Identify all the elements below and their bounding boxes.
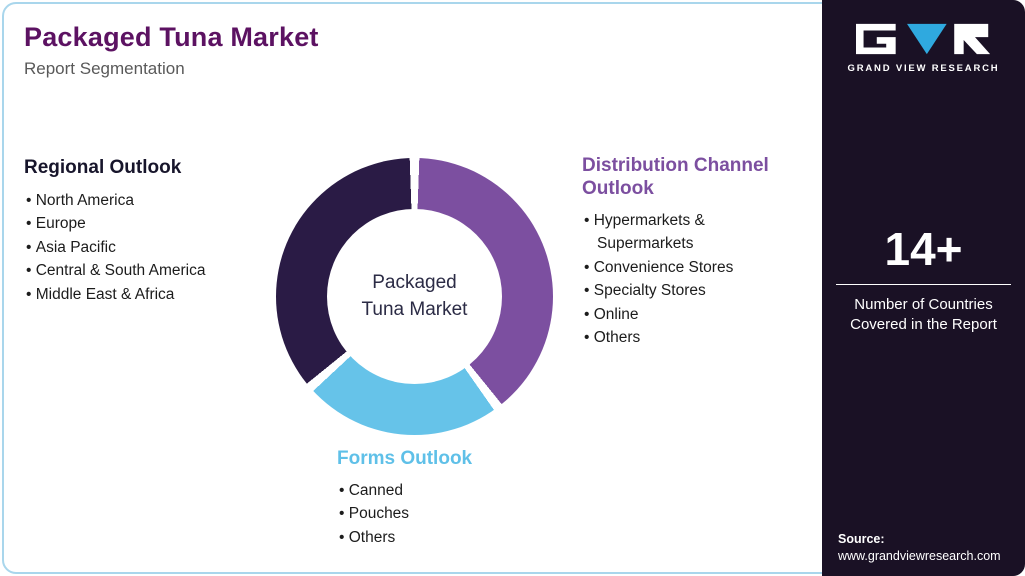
section-regional-outlook: Regional Outlook North AmericaEuropeAsia… [24, 157, 276, 307]
donut-center: Packaged Tuna Market [327, 209, 502, 384]
header: Packaged Tuna Market Report Segmentation [24, 22, 319, 79]
list-item: Online [582, 303, 800, 327]
countries-stat-label: Number of Countries Covered in the Repor… [850, 296, 997, 334]
list-item: North America [24, 189, 276, 213]
source-url: www.grandviewresearch.com [838, 549, 1001, 563]
gvr-logo-icon [855, 23, 990, 55]
sidebar: GRAND VIEW RESEARCH 14+ Number of Countr… [822, 0, 1025, 576]
list-item: Asia Pacific [24, 236, 276, 260]
list-item: Specialty Stores [582, 279, 800, 303]
list-item: Others [337, 526, 569, 550]
distribution-channel-outlook-heading: Distribution Channel Outlook [582, 155, 769, 199]
page-title: Packaged Tuna Market [24, 22, 319, 52]
regional-outlook-heading: Regional Outlook [24, 157, 182, 178]
list-item: Central & South America [24, 259, 276, 283]
regional-outlook-list: North AmericaEuropeAsia PacificCentral &… [24, 189, 276, 307]
stat-divider [836, 284, 1011, 285]
donut-center-label: Packaged Tuna Market [361, 271, 468, 320]
list-item: Hypermarkets & Supermarkets [582, 209, 800, 256]
gvr-logo: GRAND VIEW RESEARCH [822, 22, 1025, 74]
list-item: Pouches [337, 502, 569, 526]
main-panel: Packaged Tuna Market Report Segmentation… [0, 0, 822, 576]
source-block: Source: www.grandviewresearch.com [838, 532, 1015, 563]
list-item: Others [582, 326, 800, 350]
list-item: Convenience Stores [582, 256, 800, 280]
countries-count: 14+ [884, 223, 963, 275]
donut-chart: Packaged Tuna Market [276, 158, 553, 435]
section-forms-outlook: Forms Outlook CannedPouchesOthers [337, 448, 569, 549]
list-item: Canned [337, 479, 569, 503]
list-item: Europe [24, 212, 276, 236]
distribution-channel-outlook-list: Hypermarkets & SupermarketsConvenience S… [582, 209, 800, 350]
gvr-logo-text: GRAND VIEW RESEARCH [847, 63, 1000, 74]
forms-outlook-heading: Forms Outlook [337, 448, 473, 469]
list-item: Middle East & Africa [24, 283, 276, 307]
forms-outlook-list: CannedPouchesOthers [337, 479, 569, 550]
section-distribution-channel-outlook: Distribution Channel Outlook Hypermarket… [582, 155, 800, 350]
page-subtitle: Report Segmentation [24, 59, 185, 78]
countries-stat: 14+ Number of Countries Covered in the R… [836, 226, 1011, 336]
source-label: Source: [838, 532, 885, 546]
